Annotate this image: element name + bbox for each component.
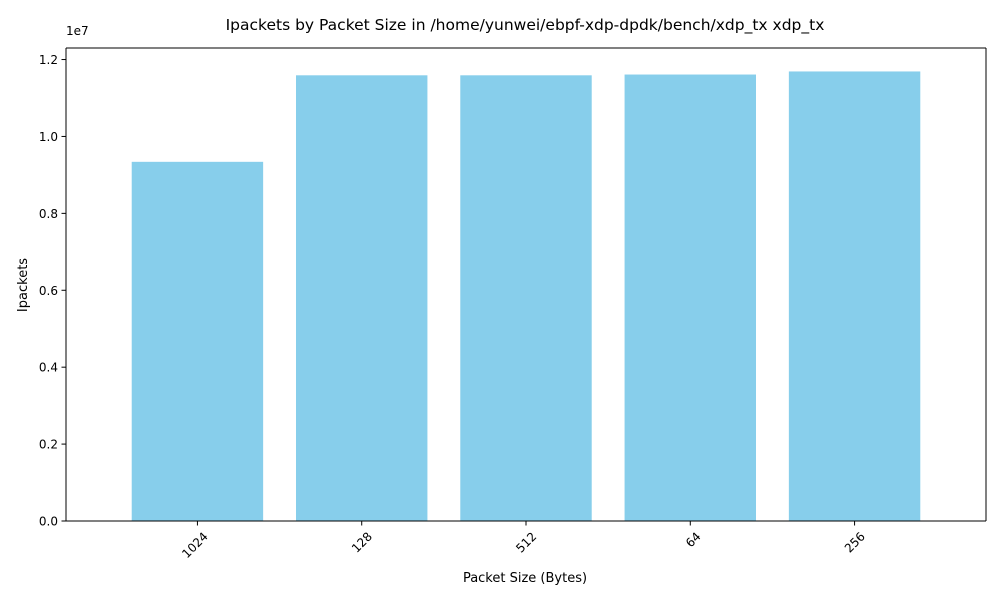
y-tick-label: 0.4	[39, 361, 58, 375]
bar-128	[296, 75, 428, 521]
x-tick-label: 512	[513, 529, 539, 555]
y-tick-label: 0.2	[39, 438, 58, 452]
x-tick-label: 1024	[179, 529, 210, 560]
y-tick-label: 1.0	[39, 130, 58, 144]
x-tick-label: 256	[842, 529, 868, 555]
y-tick-label: 0.6	[39, 284, 58, 298]
y-offset-label: 1e7	[66, 24, 89, 38]
y-tick-label: 0.8	[39, 207, 58, 221]
bar-256	[788, 71, 921, 521]
bars-layer	[131, 71, 921, 521]
x-axis-label: Packet Size (Bytes)	[463, 571, 587, 586]
y-ticks: 0.0 0.2 0.4 0.6 0.8 1.0 1.2	[39, 53, 66, 529]
bar-1024	[131, 161, 264, 521]
x-tick-label: 64	[683, 529, 704, 550]
bar-64	[624, 74, 756, 521]
x-ticks: 1024 128 512 64 256	[179, 521, 868, 561]
axes-layer	[65, 47, 987, 522]
y-tick-label: 1.2	[39, 53, 58, 67]
y-tick-label: 0.0	[39, 515, 58, 529]
x-tick-label: 128	[349, 529, 375, 555]
y-axis-label: Ipackets	[16, 258, 31, 312]
bar-512	[460, 75, 592, 521]
chart-title: Ipackets by Packet Size in /home/yunwei/…	[226, 16, 825, 35]
